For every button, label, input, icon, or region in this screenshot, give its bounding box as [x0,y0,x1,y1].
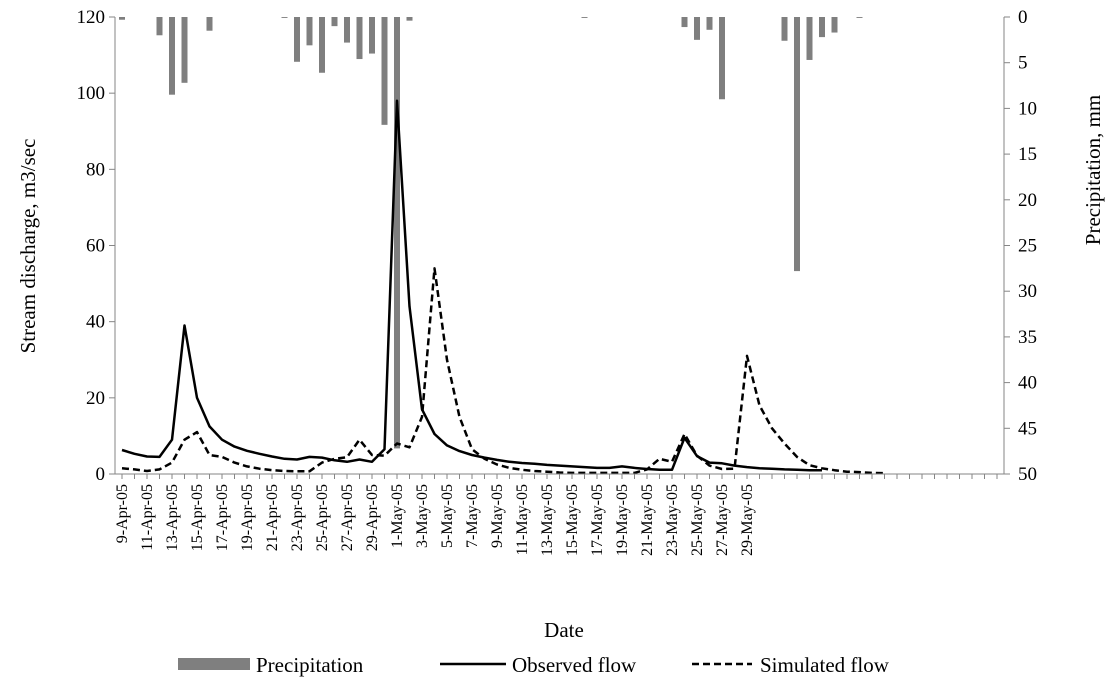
x-tick-label: 19-Apr-05 [239,484,256,551]
y-right-tick-label: 25 [1018,236,1037,257]
y-right-tick-label: 15 [1018,144,1037,165]
y-right-tick-label: 30 [1018,281,1037,302]
y-left-tick-label: 0 [96,464,106,485]
x-tick-label: 25-May-05 [689,484,706,556]
y-axis-left-title: Stream discharge, m3/sec [16,139,40,354]
precipitation-bar [819,17,825,38]
precipitation-bar [369,17,375,54]
precipitation-bar [294,17,300,62]
x-tick-label: 23-Apr-05 [289,484,306,551]
x-tick-label: 7-May-05 [464,484,481,548]
x-tick-label: 27-Apr-05 [339,484,356,551]
precipitation-bar [156,17,163,36]
legend: Precipitation Observed flow Simulated fl… [178,653,890,677]
precipitation-bar [856,17,863,18]
precipitation-bar [381,17,388,125]
precipitation-bar [719,17,725,100]
x-tick-label: 13-Apr-05 [164,484,181,551]
simulated-flow-line [121,267,885,475]
y-left-tick-label: 120 [77,7,106,28]
x-tick-label: 15-May-05 [564,484,581,556]
y-right-tick-label: 35 [1018,327,1037,348]
precipitation-bar [406,17,413,21]
precipitation-bar [206,17,213,31]
y-left-tick-label: 100 [77,83,106,104]
precipitation-bar [281,17,288,18]
legend-observed-label: Observed flow [512,653,637,677]
precipitation-bar [681,17,688,28]
y-right-tick-label: 5 [1018,53,1028,74]
precipitation-bar [694,17,700,40]
plot-area [119,17,885,475]
precipitation-bar [181,17,188,83]
precipitation-bar [119,17,125,20]
precipitation-bar [169,17,175,95]
x-tick-label: 29-Apr-05 [364,484,381,551]
x-axis-title: Date [544,618,584,642]
legend-precipitation-label: Precipitation [256,653,364,677]
x-tick-label: 1-May-05 [389,484,406,548]
legend-precipitation-swatch [178,658,250,670]
x-tick-label: 23-May-05 [664,484,681,556]
precipitation-bar [781,17,788,41]
x-tick-label: 21-May-05 [639,484,656,556]
x-tick-label: 21-Apr-05 [264,484,281,551]
legend-simulated-label: Simulated flow [760,653,890,677]
precipitation-bar [344,17,350,43]
y-right-tick-label: 40 [1018,373,1037,394]
precipitation-bar [356,17,363,60]
y-right-tick-label: 50 [1018,464,1037,485]
x-tick-label: 27-May-05 [714,484,731,556]
precipitation-bar [331,17,338,27]
x-tick-label: 11-Apr-05 [139,484,156,551]
y-right-tick-label: 45 [1018,418,1037,439]
precipitation-bar [581,17,588,18]
x-tick-label: 19-May-05 [614,484,631,556]
x-tick-label: 17-May-05 [589,484,606,556]
x-tick-label: 17-Apr-05 [214,484,231,551]
precipitation-bar [806,17,813,60]
x-tick-label: 11-May-05 [514,484,531,555]
x-tick-label: 15-Apr-05 [189,484,206,551]
y-right-tick-label: 0 [1018,7,1028,28]
precipitation-bar [319,17,325,73]
y-axis-right-title: Precipitation, mm [1081,95,1105,245]
y-left-tick-label: 20 [86,388,105,409]
x-tick-label: 13-May-05 [539,484,556,556]
y-left-tick-label: 40 [86,312,105,333]
precipitation-bar [394,17,400,449]
observed-flow-line [121,99,822,472]
axes: 0 20 40 60 80 100 120 0 5 10 15 20 25 30 35 40 45 50 9-Apr… [77,7,1038,556]
precipitation-bar [831,17,838,33]
y-right-tick-label: 10 [1018,98,1037,119]
x-tick-label: 5-May-05 [439,484,456,548]
x-tick-label: 3-May-05 [414,484,431,548]
x-tick-label: 25-Apr-05 [314,484,331,551]
y-left-tick-label: 80 [86,159,105,180]
y-right-tick-label: 20 [1018,190,1037,211]
precipitation-bar [794,17,800,272]
x-tick-label: 9-May-05 [489,484,506,548]
y-left-tick-label: 60 [86,236,105,257]
x-tick-label: 29-May-05 [739,484,756,556]
precipitation-bar [706,17,713,30]
x-tick-label: 9-Apr-05 [114,484,131,543]
precipitation-bar [306,17,313,46]
